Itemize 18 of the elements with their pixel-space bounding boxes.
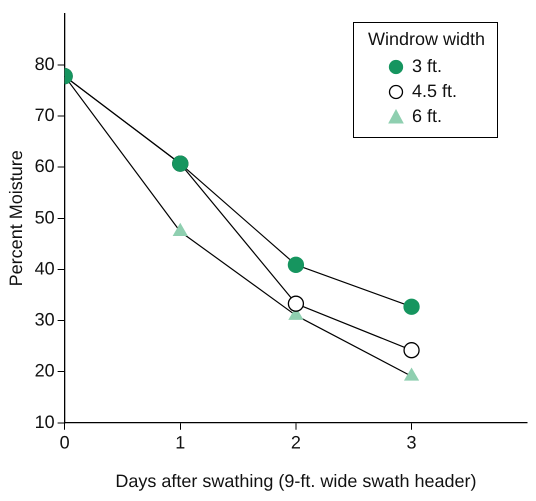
y-tick-label: 20 xyxy=(34,360,55,381)
legend-label: 6 ft. xyxy=(412,106,442,127)
legend-title: Windrow width xyxy=(368,29,485,50)
x-tick-label: 2 xyxy=(290,432,301,453)
legend-label: 3 ft. xyxy=(412,56,442,77)
y-axis-title: Percent Moisture xyxy=(6,150,26,286)
y-tick-label: 70 xyxy=(34,105,55,126)
y-tick-label: 30 xyxy=(34,310,55,330)
x-tick-label: 1 xyxy=(175,432,186,453)
legend-label: 4.5 ft. xyxy=(412,81,457,102)
x-tick-label: 0 xyxy=(60,432,70,453)
x-tick-label: 3 xyxy=(406,432,417,453)
y-tick-label: 80 xyxy=(34,54,55,74)
y-tick-label: 40 xyxy=(34,258,55,278)
y-tick-label: 50 xyxy=(34,207,55,228)
x-axis-title: Days after swathing (9-ft. wide swath header) xyxy=(115,471,476,492)
y-tick-label: 10 xyxy=(34,412,55,432)
y-tick-label: 60 xyxy=(34,156,55,176)
